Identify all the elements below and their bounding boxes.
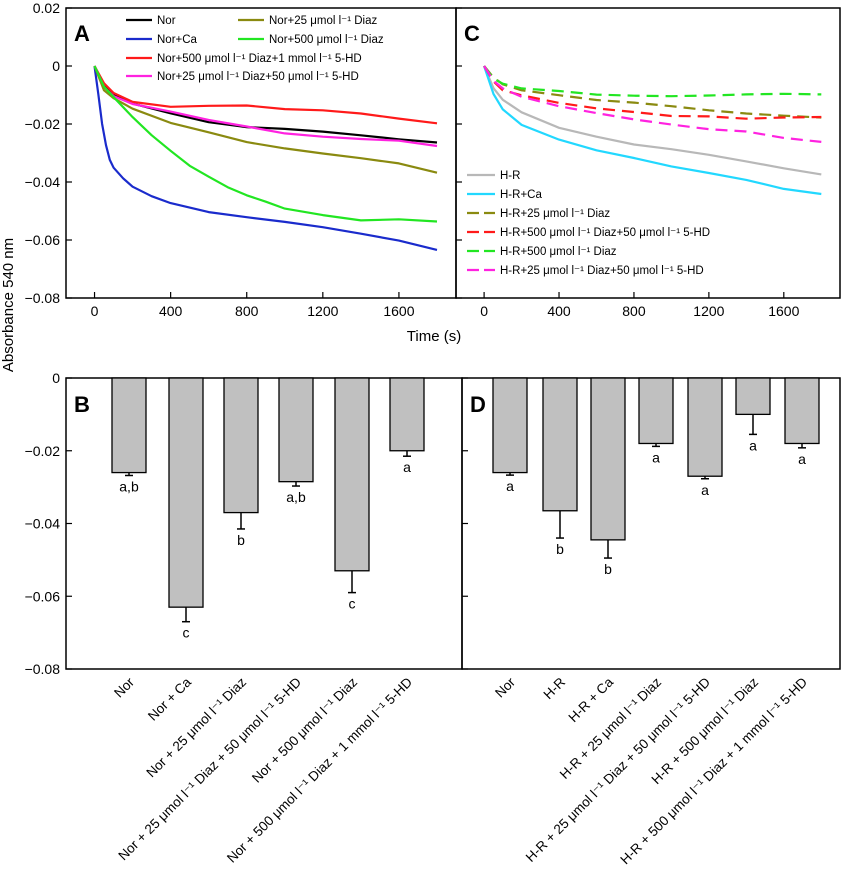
bar-B-3 xyxy=(278,377,314,483)
significance-label-B-3: a,b xyxy=(286,489,306,505)
bar-D-6 xyxy=(784,377,820,445)
y-tick-label: 0 xyxy=(52,370,60,386)
legend-label-C-5: H-R+25 μmol l⁻¹ Diaz+50 μmol l⁻¹ 5-HD xyxy=(500,265,704,277)
legend-label-A-4: Nor+25 μmol l⁻¹ Diaz xyxy=(269,15,377,27)
x-tick-label: 1600 xyxy=(768,303,799,319)
significance-label-B-2: b xyxy=(237,532,245,548)
bar-B-5 xyxy=(389,377,425,452)
category-label-D-6: H-R + 500 μmol l⁻¹ Diaz + 1 mmol l⁻¹ 5-H… xyxy=(617,674,810,867)
bar-D-4 xyxy=(687,377,723,477)
significance-label-B-0: a,b xyxy=(119,478,139,494)
series-line-C-2 xyxy=(483,65,822,119)
x-tick-label: 0 xyxy=(91,303,99,319)
bar-D-2 xyxy=(590,377,626,541)
x-tick-label: 800 xyxy=(235,303,259,319)
panel-A-frame xyxy=(65,7,457,299)
series-line-C-4 xyxy=(483,65,822,98)
significance-label-D-3: a xyxy=(652,449,660,465)
category-label-B-1: Nor + Ca xyxy=(145,674,194,723)
significance-label-D-1: b xyxy=(556,541,564,557)
y-tick-label: −0.02 xyxy=(25,116,61,132)
x-tick-label: 1200 xyxy=(693,303,724,319)
y-tick-label: −0.08 xyxy=(25,290,61,306)
x-tick-label: 1600 xyxy=(383,303,414,319)
panel-label-D: D xyxy=(470,392,486,417)
y-tick-label: 0 xyxy=(52,58,60,74)
category-label-B-4: Nor + 500 μmol l⁻¹ Diaz xyxy=(249,674,360,785)
significance-label-B-1: c xyxy=(183,625,190,641)
category-label-D-2: H-R + Ca xyxy=(565,674,616,725)
x-tick-label: 400 xyxy=(547,303,571,319)
panel-label-B: B xyxy=(74,392,90,417)
significance-label-B-4: c xyxy=(349,596,356,612)
series-line-C-0 xyxy=(483,65,822,176)
y-tick-label: −0.04 xyxy=(25,516,61,532)
category-label-D-1: H-R xyxy=(541,674,569,702)
category-label-B-0: Nor xyxy=(111,674,137,700)
significance-label-B-5: a xyxy=(403,459,411,475)
panel-label-C: C xyxy=(464,21,480,46)
series-line-A-2 xyxy=(93,65,438,125)
legend-label-A-3: Nor+25 μmol l⁻¹ Diaz+50 μmol l⁻¹ 5-HD xyxy=(157,71,359,83)
category-label-D-4: H-R + 25 μmol l⁻¹ Diaz + 50 μmol l⁻¹ 5-H… xyxy=(523,674,713,864)
significance-label-D-5: a xyxy=(749,437,757,453)
legend-label-C-2: H-R+25 μmol l⁻¹ Diaz xyxy=(500,208,610,220)
significance-label-D-6: a xyxy=(798,451,806,467)
significance-label-D-0: a xyxy=(506,478,514,494)
x-tick-label: 1200 xyxy=(307,303,338,319)
legend-label-C-4: H-R+500 μmol l⁻¹ Diaz xyxy=(500,246,617,258)
significance-label-D-4: a xyxy=(701,482,709,498)
legend-label-C-3: H-R+500 μmol l⁻¹ Diaz+50 μmol l⁻¹ 5-HD xyxy=(500,227,710,239)
y-tick-label: 0.02 xyxy=(33,0,60,16)
bar-D-5 xyxy=(735,377,771,416)
panel-C-frame xyxy=(455,7,841,299)
series-line-A-1 xyxy=(93,65,438,251)
y-tick-label: −0.02 xyxy=(25,443,61,459)
series-line-C-3 xyxy=(483,65,822,120)
legend-label-A-1: Nor+Ca xyxy=(157,34,198,46)
y-axis-title: Absorbance 540 nm xyxy=(0,238,17,372)
panel-label-A: A xyxy=(74,21,90,46)
series-line-C-1 xyxy=(483,65,822,196)
series-line-C-5 xyxy=(483,65,822,143)
x-tick-label: 400 xyxy=(159,303,183,319)
category-label-B-2: Nor + 25 μmol l⁻¹ Diaz xyxy=(143,674,249,780)
x-tick-label: 0 xyxy=(480,303,488,319)
x-tick-label: 800 xyxy=(622,303,646,319)
series-line-A-5 xyxy=(93,65,438,223)
bar-B-2 xyxy=(223,377,259,514)
x-axis-title: Time (s) xyxy=(407,328,461,345)
y-tick-label: −0.04 xyxy=(25,174,61,190)
bar-B-1 xyxy=(168,377,204,608)
legend-label-C-1: H-R+Ca xyxy=(500,189,542,201)
bar-B-0 xyxy=(111,377,147,474)
y-tick-label: −0.08 xyxy=(25,661,61,677)
bar-B-4 xyxy=(334,377,370,572)
category-label-D-0: Nor xyxy=(492,674,518,700)
bar-D-1 xyxy=(542,377,578,512)
significance-label-D-2: b xyxy=(604,561,612,577)
y-tick-label: −0.06 xyxy=(25,232,61,248)
legend-label-A-2: Nor+500 μmol l⁻¹ Diaz+1 mmol l⁻¹ 5-HD xyxy=(157,53,362,65)
y-tick-label: −0.06 xyxy=(25,588,61,604)
legend-label-C-0: H-R xyxy=(500,170,520,182)
legend-label-A-5: Nor+500 μmol l⁻¹ Diaz xyxy=(269,34,384,46)
bar-D-3 xyxy=(638,377,674,445)
bar-D-0 xyxy=(492,377,528,474)
legend-label-A-0: Nor xyxy=(157,15,176,27)
